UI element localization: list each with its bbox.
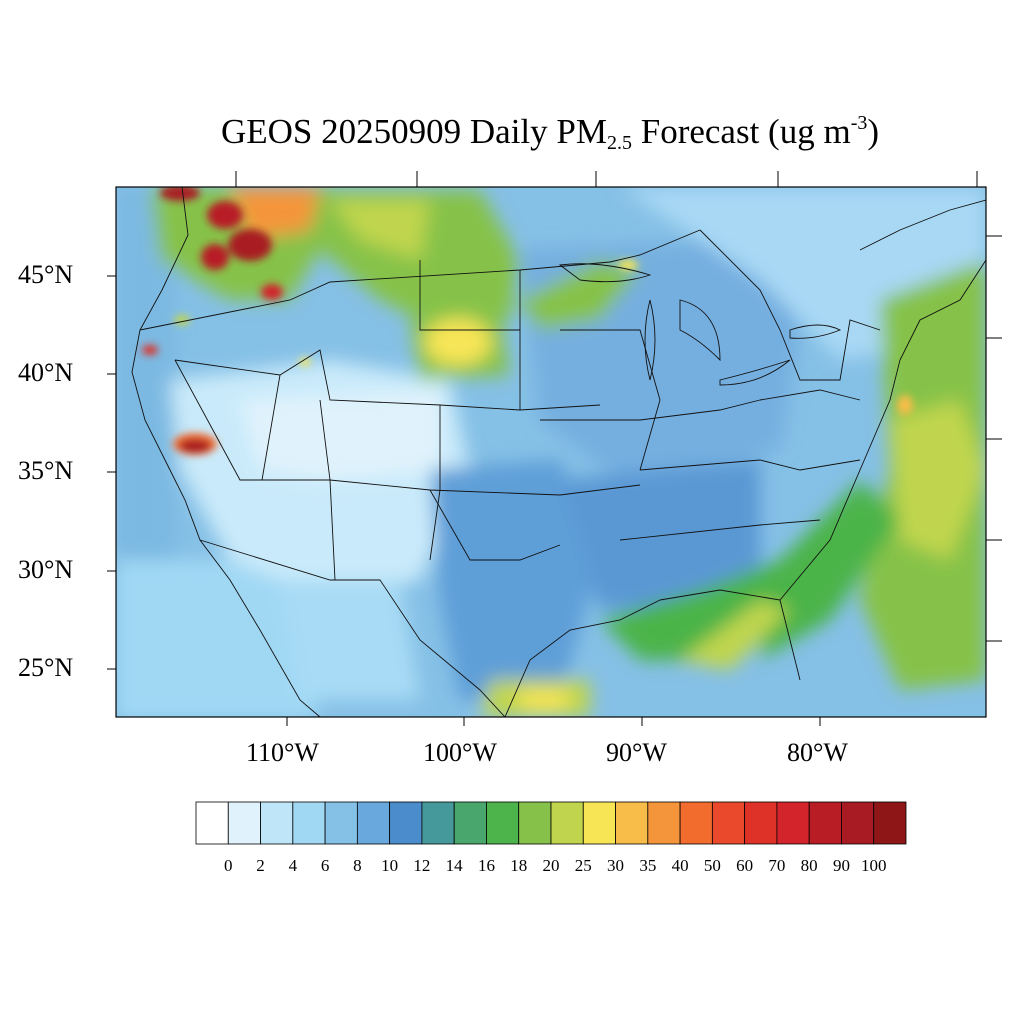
- colorbar-swatch: [486, 801, 520, 845]
- colorbar-swatch: [711, 801, 746, 845]
- colorbar-swatch: [292, 801, 326, 845]
- colorbar-swatch: [389, 801, 423, 845]
- colorbar-label: 4: [288, 856, 298, 875]
- colorbar-swatch: [550, 801, 584, 845]
- lon-label-100w: 100°W: [423, 738, 497, 767]
- colorbar-swatch: [227, 801, 261, 845]
- axis-ticks: [107, 171, 1002, 726]
- concentration-field: [116, 187, 986, 717]
- colorbar-swatch: [841, 801, 875, 845]
- smoke-hotspots: [142, 187, 913, 455]
- colorbar-label: 14: [445, 856, 463, 875]
- colorbar-label: 50: [703, 856, 721, 875]
- colorbar-label: 10: [381, 856, 399, 875]
- colorbar-swatch: [260, 801, 294, 845]
- lat-label-30: 30°N: [18, 555, 74, 584]
- lat-label-40: 40°N: [18, 358, 74, 387]
- lon-label-80w: 80°W: [787, 738, 848, 767]
- colorbar-swatch: [421, 801, 455, 845]
- lat-label-35: 35°N: [18, 456, 74, 485]
- lon-label-110w: 110°W: [246, 738, 319, 767]
- colorbar-swatch: [873, 801, 907, 845]
- colorbar-label: 40: [671, 856, 689, 875]
- colorbar-label: 60: [736, 856, 754, 875]
- colorbar-swatch: [324, 801, 358, 845]
- colorbar-swatch: [776, 801, 810, 845]
- colorbar-label: 6: [320, 856, 330, 875]
- lat-label-45: 45°N: [18, 260, 74, 289]
- colorbar-swatch: [679, 801, 713, 845]
- map-frame: [115, 186, 987, 718]
- colorbar-label: 80: [800, 856, 818, 875]
- colorbar-swatch: [518, 801, 552, 845]
- colorbar-swatch: [582, 801, 616, 845]
- lon-label-90w: 90°W: [606, 738, 667, 767]
- colorbar-label: 0: [224, 856, 233, 875]
- colorbar-swatch: [744, 801, 778, 845]
- colorbar-label: 70: [768, 856, 786, 875]
- colorbar-label: 90: [832, 856, 850, 875]
- colorbar-label: 8: [353, 856, 362, 875]
- colorbar-label: 16: [477, 856, 495, 875]
- colorbar-swatch: [453, 801, 487, 845]
- colorbar-label: 12: [413, 856, 431, 875]
- colorbar-swatch: [647, 801, 681, 845]
- colorbar-label: 30: [607, 856, 625, 875]
- colorbar-swatch: [808, 801, 842, 845]
- great-lakes: [558, 263, 842, 386]
- colorbar-label: 25: [574, 856, 592, 875]
- state-boundaries: [131, 187, 986, 717]
- colorbar-label: 18: [510, 856, 528, 875]
- lat-label-25: 25°N: [18, 653, 74, 682]
- colorbar-label: 100: [860, 856, 887, 875]
- colorbar-label: 35: [639, 856, 657, 875]
- colorbar-swatch: [615, 801, 649, 845]
- map-title: GEOS 20250909 Daily PM2.5 Forecast (ug m…: [220, 112, 880, 154]
- colorbar-swatch: [356, 801, 391, 845]
- colorbar-swatch: [195, 801, 229, 845]
- colorbar-label: 2: [256, 856, 265, 875]
- colorbar-label: 20: [542, 856, 560, 875]
